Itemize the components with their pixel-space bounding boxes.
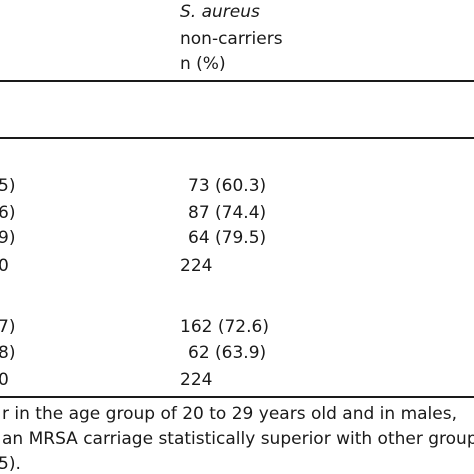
table-cell: 162 (72.6) [180,317,269,337]
header-group: non-carriers [180,29,283,49]
footnote-line: an MRSA carriage statistically superior … [2,429,474,449]
table-bottom-rule [0,396,474,398]
left-fragment: 6) [0,203,16,223]
header-species: S. aureus [180,2,260,22]
footnote-line: r in the age group of 20 to 29 years old… [2,404,457,424]
left-fragment: 0 [0,370,9,390]
table-cell: 224 [180,256,213,276]
footnote-line: 5). [0,454,21,474]
left-fragment: 8) [0,343,16,363]
left-fragment: 0 [0,256,9,276]
header-unit: n (%) [180,54,226,74]
left-fragment: 9) [0,228,16,248]
left-fragment: 5) [0,176,16,196]
table-cell: 62 (63.9) [188,343,267,363]
table-cell: 224 [180,370,213,390]
table-cell: 87 (74.4) [188,203,267,223]
header-bottom-rule [0,137,474,139]
left-fragment: 7) [0,317,16,337]
table-cell: 73 (60.3) [188,176,267,196]
table-cell: 64 (79.5) [188,228,267,248]
header-top-rule [0,80,474,82]
